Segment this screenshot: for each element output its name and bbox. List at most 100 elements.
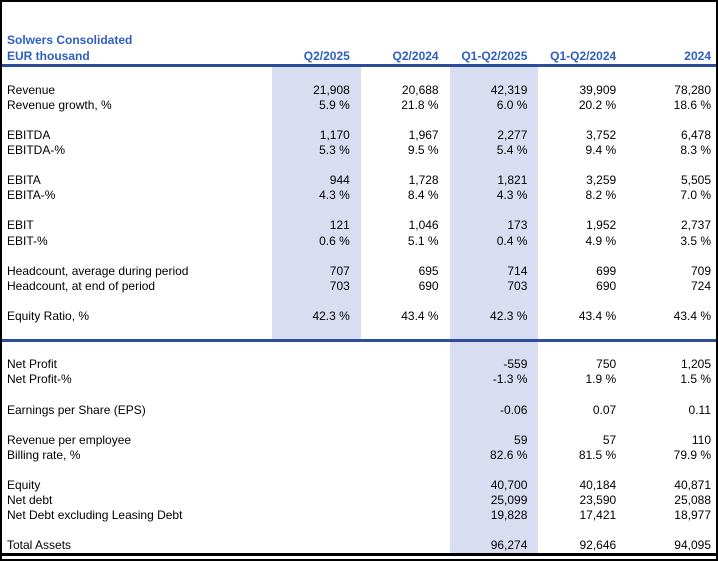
value-cell: 23,590 bbox=[579, 493, 617, 508]
value-cell: 79.9 % bbox=[673, 447, 711, 462]
value-cell: -1.3 % bbox=[449, 371, 539, 387]
value-cell: 9.4 % bbox=[585, 143, 617, 158]
section-income-and-kpis: Revenue 21,908 20,688 42,319 39,909 78,280 Rev… bbox=[2, 67, 716, 339]
value-cell: 695 bbox=[418, 263, 439, 278]
spacer-row bbox=[2, 248, 716, 264]
value-cell: 750 bbox=[596, 357, 617, 372]
value-cell bbox=[272, 387, 361, 402]
value-cell bbox=[538, 462, 627, 477]
table-title: Solwers Consolidated bbox=[7, 33, 133, 47]
table-row: EBIT 121 1,046 173 1,952 2,737 bbox=[2, 217, 716, 234]
spacer-row bbox=[2, 341, 716, 357]
value-cell bbox=[272, 357, 361, 372]
value-cell: 121 bbox=[272, 217, 361, 234]
value-cell bbox=[361, 508, 450, 523]
spacer-row bbox=[2, 417, 716, 433]
value-cell: 1,967 bbox=[408, 127, 439, 142]
value-cell: 8.3 % bbox=[680, 143, 711, 158]
row-label: Earnings per Share (EPS) bbox=[7, 402, 146, 417]
value-cell bbox=[538, 293, 627, 308]
value-cell: 57 bbox=[602, 432, 617, 447]
spacer-row bbox=[2, 67, 716, 83]
table-row: Net Profit -559 750 1,205 bbox=[2, 356, 716, 372]
value-cell: 43.4 % bbox=[578, 309, 617, 324]
value-cell bbox=[627, 324, 716, 339]
spacer-row bbox=[2, 293, 716, 309]
value-cell bbox=[449, 67, 539, 83]
value-cell: 40,871 bbox=[674, 478, 711, 493]
row-label bbox=[2, 342, 272, 357]
row-label: Revenue bbox=[7, 82, 56, 97]
value-cell bbox=[449, 293, 539, 309]
table-row: Net Debt excluding Leasing Debt 19,828 17,… bbox=[2, 507, 716, 523]
row-label: EBITDA-% bbox=[7, 143, 66, 158]
value-cell: 21.8 % bbox=[401, 97, 439, 112]
value-cell: 1,728 bbox=[408, 173, 439, 188]
value-cell bbox=[361, 462, 450, 477]
row-label bbox=[2, 462, 272, 477]
value-cell bbox=[361, 342, 450, 357]
table-row: EBITDA 1,170 1,967 2,277 3,752 6,478 bbox=[2, 127, 716, 143]
value-cell bbox=[627, 387, 716, 402]
value-cell: 40,700 bbox=[449, 477, 539, 493]
value-cell bbox=[361, 357, 450, 372]
value-cell bbox=[538, 248, 627, 263]
value-cell bbox=[538, 203, 627, 218]
value-cell: 43.4 % bbox=[673, 309, 711, 324]
table-row: Net Profit-% -1.3 % 1.9 % 1.5 % bbox=[2, 371, 716, 387]
value-cell bbox=[627, 293, 716, 308]
row-label bbox=[2, 523, 272, 538]
row-label bbox=[2, 293, 272, 308]
value-cell: 5.9 % bbox=[272, 97, 361, 113]
row-label: EBITA-% bbox=[7, 188, 56, 203]
value-cell: 40,184 bbox=[579, 478, 617, 493]
value-cell: 0.4 % bbox=[449, 233, 539, 249]
value-cell bbox=[361, 248, 450, 263]
value-cell: 5.1 % bbox=[407, 233, 439, 248]
value-cell bbox=[361, 417, 450, 432]
table-row: Revenue 21,908 20,688 42,319 39,909 78,280 bbox=[2, 82, 716, 98]
table-row: Earnings per Share (EPS) -0.06 0.07 0.11 bbox=[2, 402, 716, 418]
value-cell: 1,205 bbox=[680, 357, 711, 372]
value-cell: 92,646 bbox=[579, 538, 617, 553]
value-cell bbox=[627, 112, 716, 127]
value-cell bbox=[449, 157, 539, 173]
value-cell bbox=[272, 508, 361, 523]
value-cell: 78,280 bbox=[674, 82, 711, 97]
column-header-row: EUR thousand Q2/2025 Q2/2024 Q1-Q2/2025 … bbox=[2, 48, 716, 64]
table-row: Equity Ratio, % 42.3 % 43.4 % 42.3 % 43.4 % 4… bbox=[2, 308, 716, 324]
value-cell: 94,095 bbox=[674, 538, 711, 553]
value-cell: 173 bbox=[449, 217, 539, 234]
value-cell bbox=[449, 417, 539, 433]
value-cell bbox=[361, 538, 450, 553]
value-cell bbox=[272, 342, 361, 357]
row-label: Revenue per employee bbox=[7, 432, 132, 447]
value-cell bbox=[272, 538, 361, 553]
value-cell bbox=[627, 462, 716, 477]
bottom-rule bbox=[2, 553, 716, 556]
row-label: Total Assets bbox=[7, 538, 72, 553]
column-header-q2-2024: Q2/2024 bbox=[392, 49, 439, 63]
value-cell: 714 bbox=[449, 263, 539, 279]
value-cell bbox=[361, 203, 450, 218]
value-cell: 39,909 bbox=[579, 82, 617, 97]
value-cell: 2,737 bbox=[680, 218, 711, 233]
row-label: EBIT-% bbox=[7, 233, 48, 248]
value-cell bbox=[449, 522, 539, 538]
row-label: Equity bbox=[7, 478, 41, 493]
row-label bbox=[2, 67, 272, 82]
value-cell bbox=[361, 387, 450, 402]
value-cell bbox=[449, 112, 539, 128]
value-cell: 4.3 % bbox=[449, 187, 539, 203]
value-cell bbox=[272, 112, 361, 128]
value-cell: 5.3 % bbox=[272, 142, 361, 158]
value-cell: 690 bbox=[418, 278, 439, 293]
value-cell bbox=[627, 342, 716, 357]
value-cell: 1,821 bbox=[449, 172, 539, 188]
value-cell: 944 bbox=[272, 172, 361, 188]
value-cell bbox=[627, 248, 716, 263]
section-profit-and-balance: Net Profit -559 750 1,205 Net Profit-% -1.3 %… bbox=[2, 341, 716, 553]
value-cell: 110 bbox=[691, 432, 711, 447]
value-cell bbox=[449, 386, 539, 403]
